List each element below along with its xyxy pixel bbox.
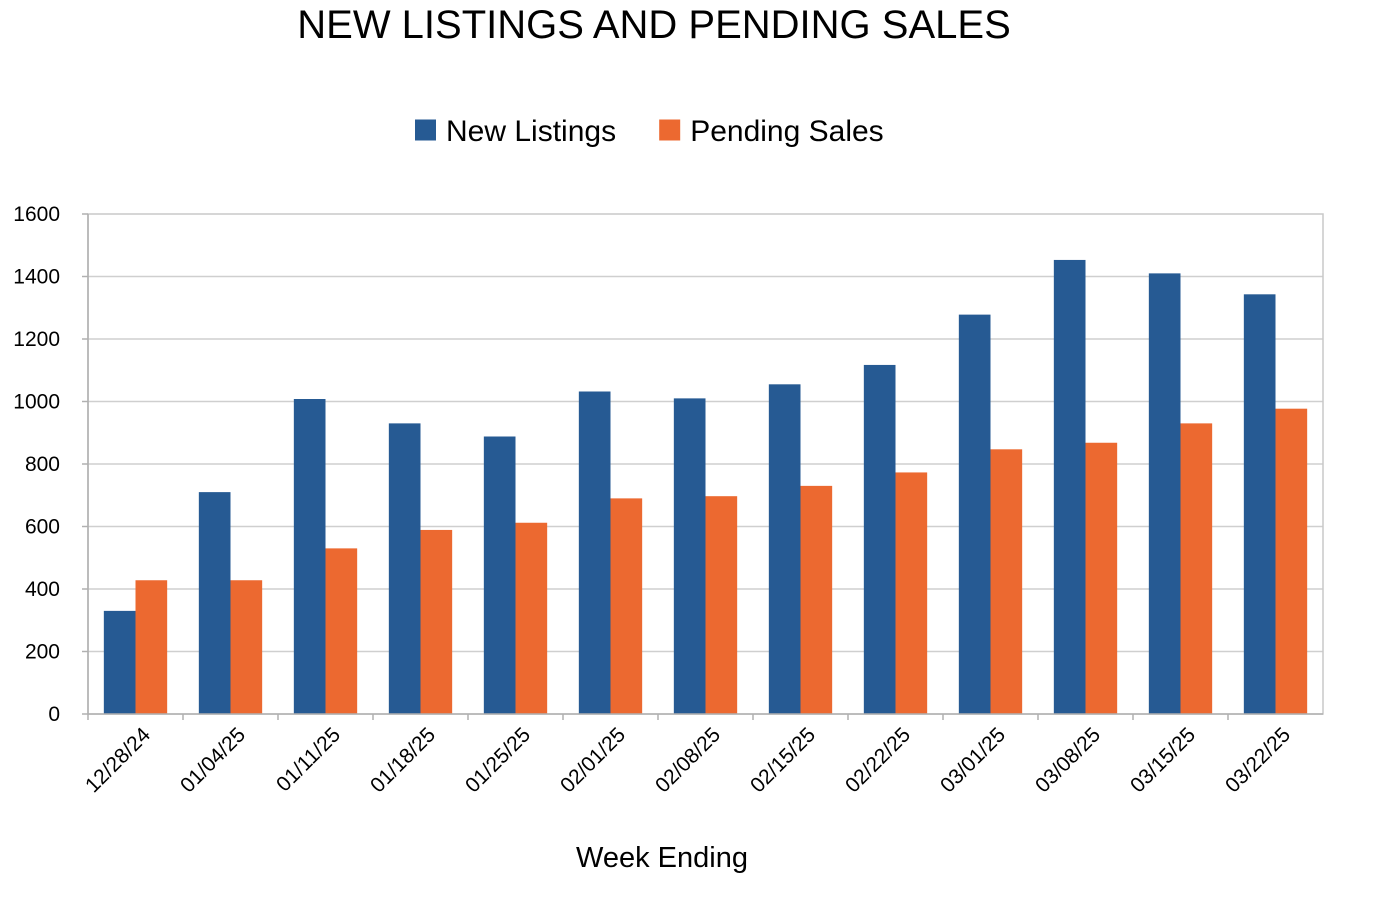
y-axis-ticks: 0 200 400 600 800 1000 1200 1400 1600 (13, 203, 88, 726)
y-tick-label: 1400 (13, 266, 60, 289)
bar-new-listings (293, 399, 326, 714)
y-tick-label: 1600 (13, 203, 60, 226)
x-tick-label: 02/01/25 (556, 723, 630, 797)
y-tick-label: 400 (25, 578, 60, 601)
x-tick-label: 03/01/25 (936, 723, 1010, 797)
x-tick-label: 02/22/25 (841, 723, 915, 797)
bar-pending-sales (325, 548, 358, 714)
legend: New Listings Pending Sales (415, 115, 884, 148)
bar-pending-sales (895, 472, 928, 714)
x-tick-label: 01/18/25 (366, 723, 440, 797)
bar-pending-sales (705, 496, 738, 714)
legend-label-pending-sales: Pending Sales (690, 115, 883, 148)
x-tick-label: 03/22/25 (1221, 723, 1295, 797)
bar-pending-sales (990, 449, 1023, 714)
x-tick-label: 01/04/25 (176, 723, 250, 797)
legend-label-new-listings: New Listings (446, 115, 616, 148)
bar-new-listings (103, 610, 136, 714)
bar-new-listings (768, 384, 801, 714)
bar-new-listings (958, 314, 991, 714)
y-tick-label: 200 (25, 641, 60, 664)
bars (103, 259, 1308, 714)
x-tick-label: 02/08/25 (651, 723, 725, 797)
bar-new-listings (863, 364, 896, 714)
x-tick-label: 01/25/25 (461, 723, 535, 797)
chart-title: NEW LISTINGS AND PENDING SALES (297, 3, 1011, 47)
bar-pending-sales (135, 580, 168, 714)
x-tick-label: 01/11/25 (272, 723, 345, 796)
y-tick-label: 0 (48, 703, 60, 726)
y-tick-label: 800 (25, 453, 60, 476)
bar-new-listings (673, 398, 706, 714)
bar-pending-sales (230, 580, 263, 714)
x-tick-label: 02/15/25 (746, 723, 820, 797)
bar-new-listings (483, 436, 516, 714)
bar-pending-sales (515, 522, 548, 714)
bar-pending-sales (1275, 408, 1308, 714)
bar-new-listings (198, 492, 231, 714)
bar-new-listings (578, 391, 611, 714)
x-axis-ticks: 12/28/24 01/04/25 01/11/25 01/18/25 01/25/25… (81, 714, 1295, 797)
bar-new-listings (1053, 259, 1086, 714)
bar-pending-sales (800, 485, 833, 714)
legend-swatch-pending-sales (659, 119, 681, 141)
bar-pending-sales (1180, 423, 1213, 714)
bar-new-listings (388, 423, 421, 714)
y-tick-label: 1000 (13, 391, 60, 414)
x-axis-label: Week Ending (576, 842, 748, 874)
y-tick-label: 600 (25, 516, 60, 539)
y-tick-label: 1200 (13, 328, 60, 351)
x-tick-label: 03/15/25 (1126, 723, 1200, 797)
x-tick-label: 03/08/25 (1031, 723, 1105, 797)
bar-pending-sales (610, 498, 643, 714)
bar-new-listings (1148, 273, 1181, 714)
legend-swatch-new-listings (415, 119, 436, 141)
bar-new-listings (1243, 294, 1276, 714)
bar-pending-sales (420, 529, 453, 714)
x-tick-label: 12/28/24 (81, 723, 155, 797)
bar-pending-sales (1085, 442, 1118, 714)
